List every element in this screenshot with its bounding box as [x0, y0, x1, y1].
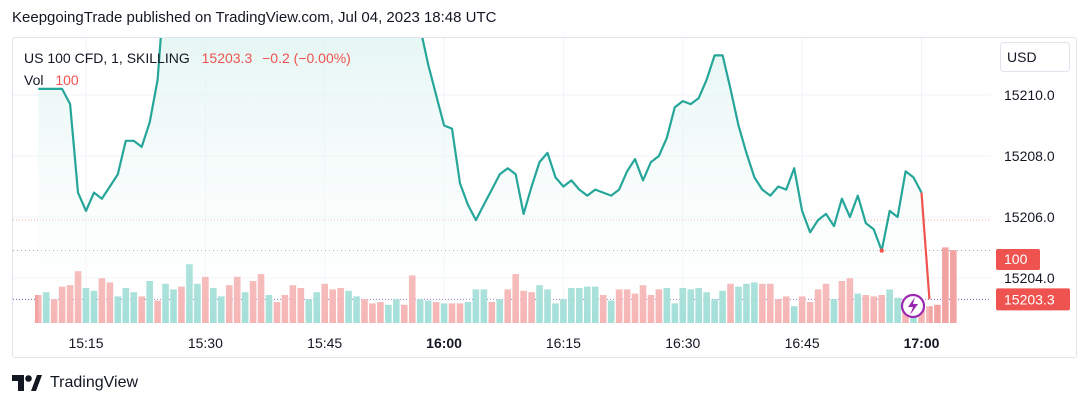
time-tick-label: 16:00 — [426, 335, 462, 351]
currency-button[interactable]: USD — [1000, 42, 1070, 72]
volume-price-label: 100 — [1004, 251, 1028, 267]
price-scale-labels: 100 15203.3 — [996, 249, 1070, 311]
tradingview-logo-icon — [12, 375, 42, 391]
price-tick-label: 15206.0 — [1004, 209, 1055, 225]
price-tick-label: 15208.0 — [1004, 148, 1055, 164]
chart-legend: US 100 CFD, 1, SKILLING 15203.3 −0.2 (−0… — [24, 47, 351, 91]
price-area-fill — [38, 38, 930, 323]
volume-bar — [934, 304, 941, 323]
time-tick-label: 15:15 — [68, 335, 103, 351]
time-tick-label: 17:00 — [904, 335, 940, 351]
price-axis[interactable]: 15210.0 15208.0 15206.0 15204.0 — [1004, 87, 1055, 286]
volume-label[interactable]: Vol — [24, 72, 44, 88]
volume-bar — [34, 295, 42, 323]
price-area — [38, 38, 931, 323]
footer-brand: TradingView — [12, 374, 138, 392]
chart-frame — [12, 37, 1077, 358]
time-tick-label: 16:15 — [546, 335, 581, 351]
symbol-label[interactable]: US 100 CFD, 1, SKILLING — [24, 50, 190, 66]
time-tick-label: 16:45 — [785, 335, 820, 351]
price-tick-label: 15204.0 — [1004, 270, 1055, 286]
last-price-label-bg — [996, 288, 1070, 311]
price-line — [38, 38, 923, 252]
price-line-last-segment — [920, 192, 931, 300]
volume-bar — [950, 250, 957, 323]
volume-bar — [942, 247, 949, 323]
brand-name: TradingView — [50, 374, 139, 391]
time-tick-label: 15:30 — [188, 335, 223, 351]
last-price: 15203.3 — [201, 50, 253, 66]
price-point-marker — [879, 248, 884, 253]
volume-bar — [926, 306, 933, 323]
time-tick-label: 16:30 — [665, 335, 700, 351]
legend-row-price: US 100 CFD, 1, SKILLING 15203.3 −0.2 (−0… — [24, 47, 351, 69]
price-tick-label: 15210.0 — [1004, 87, 1055, 103]
price-change: −0.2 (−0.00%) — [262, 50, 351, 66]
legend-row-volume: Vol 100 — [24, 69, 351, 91]
time-tick-label: 15:45 — [307, 335, 342, 351]
last-price-label: 15203.3 — [1004, 291, 1055, 307]
time-axis[interactable]: 15:15 15:30 15:45 16:00 16:15 16:30 16:45 17:00 — [68, 335, 939, 351]
lightning-icon[interactable] — [900, 293, 926, 319]
volume-value: 100 — [55, 72, 79, 88]
publisher-line: KeepgoingTrade published on TradingView.… — [12, 9, 497, 26]
volume-price-label-bg — [996, 249, 1040, 270]
